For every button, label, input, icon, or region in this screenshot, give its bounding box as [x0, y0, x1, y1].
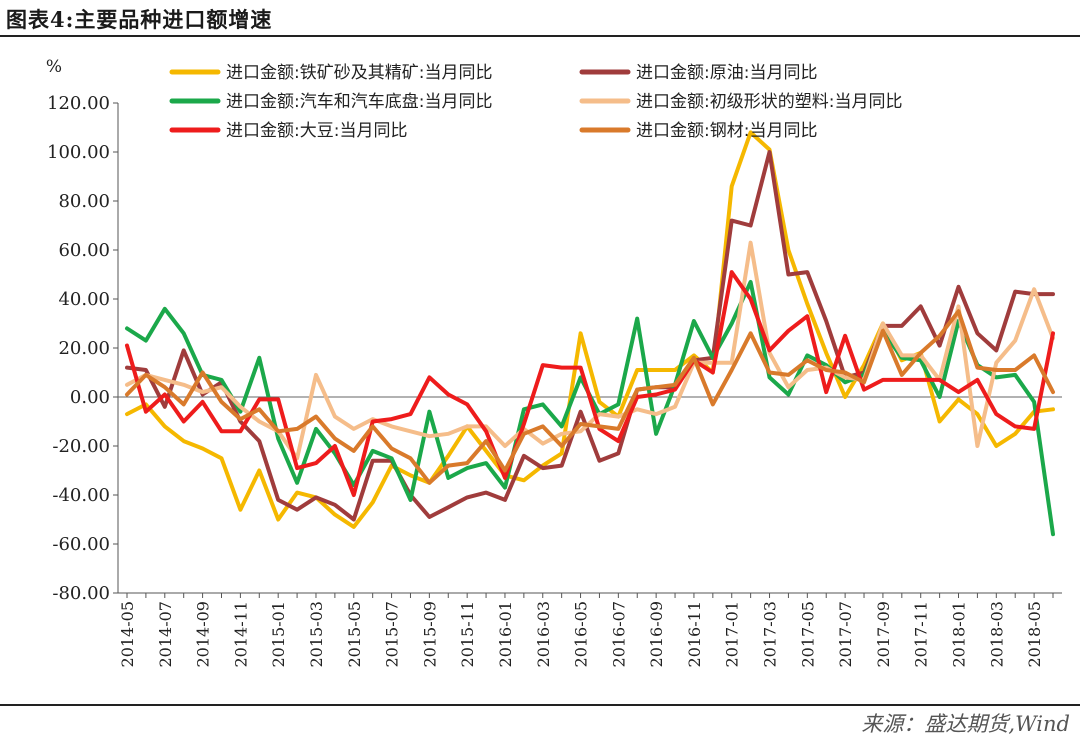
- bottom-rule: [0, 704, 1080, 706]
- x-tick-label: 2015-11: [458, 601, 477, 667]
- x-tick-label: 2016-01: [496, 601, 515, 667]
- x-tick-label: 2014-07: [156, 601, 175, 667]
- x-tick-label: 2018-05: [1025, 601, 1044, 667]
- legend: 进口金额:铁矿砂及其精矿:当月同比 进口金额:原油:当月同比进口金额:汽车和汽车底…: [169, 63, 902, 141]
- x-tick-label: 2016-11: [685, 601, 704, 667]
- legend-label: 进口金额:钢材:当月同比: [636, 121, 817, 141]
- series-line-6: [125, 309, 1055, 485]
- legend-label: 进口金额:汽车和汽车底盘:当月同比: [226, 92, 492, 112]
- x-tick-label: 2016-05: [572, 601, 591, 667]
- legend-label: 进口金额:原油:当月同比: [636, 63, 817, 83]
- y-tick-label: -60.00: [52, 534, 110, 555]
- y-tick-label: -20.00: [52, 436, 110, 457]
- x-tick-label: 2018-03: [987, 601, 1006, 667]
- legend-label: 进口金额:大豆:当月同比: [226, 121, 407, 141]
- legend-label: 进口金额:铁矿砂及其精矿:当月同比: [226, 63, 492, 83]
- y-tick-label: 20.00: [58, 338, 110, 359]
- series-line-4: [125, 240, 1055, 461]
- y-tick-label: 0.00: [70, 387, 110, 408]
- figure-title: 图表4:主要品种进口额增速: [6, 7, 273, 32]
- series-line-5: [125, 270, 1055, 497]
- y-tick-label: 40.00: [58, 289, 110, 310]
- series-line-2: [125, 150, 1055, 522]
- x-tick-label: 2017-11: [912, 601, 931, 667]
- y-tick-label: 100.00: [47, 142, 110, 163]
- axes: -80.00 -60.00 -40.00 -20.00 0.00 20.00 40.00 60…: [47, 93, 1062, 667]
- top-rule: [0, 35, 1080, 37]
- x-tick-label: 2015-09: [420, 601, 439, 667]
- legend-label: 进口金额:初级形状的塑料:当月同比: [636, 92, 902, 112]
- x-tick-label: 2016-09: [647, 601, 666, 667]
- x-tick-label: 2017-09: [874, 601, 893, 667]
- x-tick-label: 2016-03: [534, 601, 553, 667]
- y-tick-label: 60.00: [58, 240, 110, 261]
- y-tick-label: -40.00: [52, 485, 110, 506]
- x-tick-label: 2017-01: [723, 601, 742, 667]
- x-tick-label: 2014-11: [231, 601, 250, 667]
- y-tick-label: 120.00: [47, 93, 110, 114]
- x-tick-label: 2015-03: [307, 601, 326, 667]
- series-lines: [125, 130, 1055, 537]
- series-line-3: [125, 279, 1055, 537]
- x-tick-label: 2015-07: [383, 601, 402, 667]
- x-tick-label: 2014-05: [118, 601, 137, 667]
- x-tick-label: 2017-03: [761, 601, 780, 667]
- x-tick-label: 2015-01: [269, 601, 288, 667]
- y-tick-label: 80.00: [58, 191, 110, 212]
- x-tick-label: 2018-01: [950, 601, 969, 667]
- x-tick-label: 2015-05: [345, 601, 364, 667]
- source-note: 来源：盛达期货,Wind: [861, 712, 1070, 736]
- y-tick-label: -80.00: [52, 583, 110, 604]
- x-tick-label: 2017-05: [798, 601, 817, 667]
- x-tick-label: 2017-07: [836, 601, 855, 667]
- x-tick-label: 2014-09: [194, 601, 213, 667]
- y-unit-label: %: [46, 57, 62, 77]
- x-tick-label: 2016-07: [609, 601, 628, 667]
